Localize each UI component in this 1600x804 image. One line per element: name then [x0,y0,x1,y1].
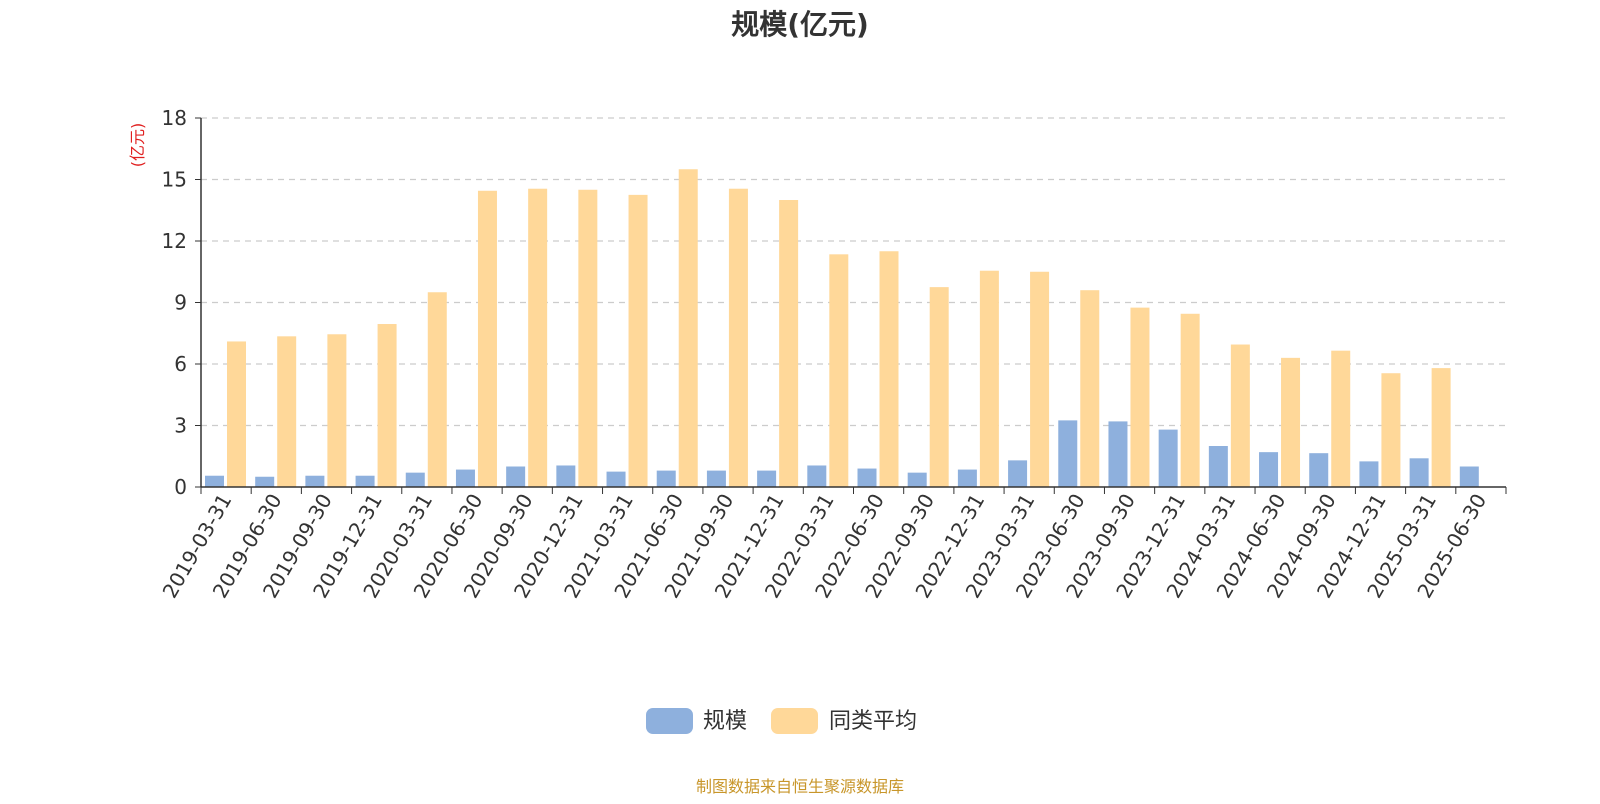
bar-scale-2023-09-30[interactable] [1108,421,1128,487]
bar-peer-average-2023-09-30[interactable] [1130,307,1150,487]
bar-scale-2019-12-31[interactable] [355,475,375,487]
bar-scale-2023-03-31[interactable] [1008,460,1028,487]
bar-scale-2024-03-31[interactable] [1208,446,1228,487]
y-tick-label: 15 [162,168,187,192]
y-tick-label: 12 [162,229,187,253]
bar-scale-2019-09-30[interactable] [305,475,325,487]
bar-scale-2020-12-31[interactable] [556,465,576,487]
bar-scale-2020-03-31[interactable] [405,472,425,487]
bar-peer-average-2020-06-30[interactable] [477,190,497,487]
bar-scale-2019-03-31[interactable] [205,475,224,487]
bar-peer-average-2022-12-31[interactable] [979,270,999,487]
legend[interactable]: 规模 同类平均 [646,708,917,734]
bar-peer-average-2020-12-31[interactable] [578,189,598,487]
bar-peer-average-2023-06-30[interactable] [1080,290,1100,487]
y-axis-unit-label: (亿元) [128,123,147,168]
bar-scale-2021-06-30[interactable] [656,470,676,487]
bar-peer-average-2023-12-31[interactable] [1180,313,1200,487]
bar-scale-2025-06-30[interactable] [1459,466,1479,488]
y-tick-label: 6 [174,352,187,376]
bar-scale-2021-12-31[interactable] [757,470,777,487]
bar-peer-average-2019-12-31[interactable] [377,324,397,487]
bar-peer-average-2019-03-31[interactable] [227,341,246,487]
bar-peer-average-2024-03-31[interactable] [1230,344,1250,487]
bars [205,169,1479,487]
bar-peer-average-2021-03-31[interactable] [628,194,648,487]
bar-scale-2024-09-30[interactable] [1309,453,1329,487]
legend-swatch-scale[interactable] [646,708,693,734]
bar-scale-2025-03-31[interactable] [1409,458,1429,487]
bar-scale-2023-12-31[interactable] [1158,429,1178,487]
legend-swatch-peer-average[interactable] [771,708,818,734]
bar-scale-2021-09-30[interactable] [706,470,726,487]
bar-peer-average-2021-12-31[interactable] [779,200,799,487]
bar-peer-average-2022-06-30[interactable] [879,251,899,487]
legend-label-peer-average[interactable]: 同类平均 [829,709,917,734]
bar-scale-2020-09-30[interactable] [506,466,526,488]
bar-peer-average-2025-03-31[interactable] [1431,368,1451,487]
bar-peer-average-2024-12-31[interactable] [1381,373,1401,487]
bar-scale-2024-12-31[interactable] [1359,461,1379,487]
bar-peer-average-2023-03-31[interactable] [1030,271,1050,487]
y-tick-label: 18 [162,106,187,130]
bar-scale-2022-03-31[interactable] [807,465,827,487]
bar-scale-2023-06-30[interactable] [1058,420,1078,487]
bar-peer-average-2024-06-30[interactable] [1281,357,1301,487]
source-note: 制图数据来自恒生聚源数据库 [696,777,904,796]
chart-title: 规模(亿元) [731,8,869,41]
bar-peer-average-2021-09-30[interactable] [728,188,748,487]
bar-peer-average-2020-09-30[interactable] [528,188,548,487]
y-tick-label: 3 [174,414,187,438]
grid-lines [201,117,1506,427]
legend-label-scale[interactable]: 规模 [703,709,747,734]
bar-scale-2022-06-30[interactable] [857,468,877,487]
bar-scale-2019-06-30[interactable] [255,476,275,487]
bar-peer-average-2022-09-30[interactable] [929,287,949,487]
bar-scale-2021-03-31[interactable] [606,471,626,487]
bar-scale-2024-06-30[interactable] [1259,452,1279,487]
bar-scale-2022-09-30[interactable] [907,472,927,487]
bar-peer-average-2021-06-30[interactable] [678,169,698,487]
bar-peer-average-2022-03-31[interactable] [829,254,849,487]
y-tick-label: 9 [174,291,187,315]
bar-scale-2022-12-31[interactable] [957,469,977,487]
bar-peer-average-2019-09-30[interactable] [327,334,347,487]
bar-peer-average-2020-03-31[interactable] [427,292,447,487]
bar-peer-average-2024-09-30[interactable] [1331,350,1351,487]
bar-scale-2020-06-30[interactable] [455,469,475,487]
y-tick-label: 0 [174,475,187,499]
bar-peer-average-2019-06-30[interactable] [277,336,297,487]
